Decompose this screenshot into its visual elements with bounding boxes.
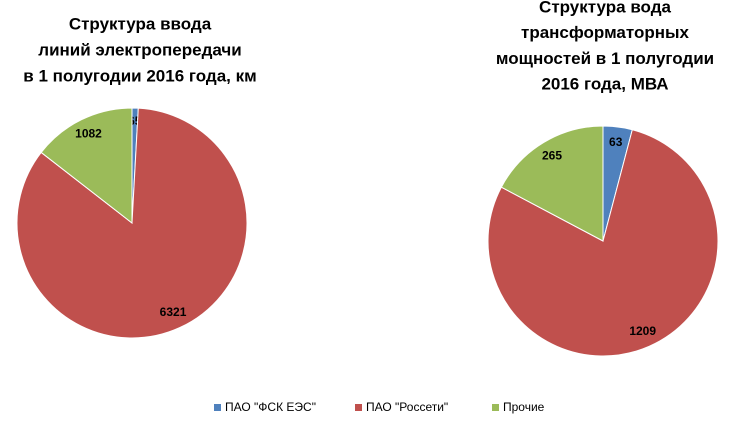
legend-swatch <box>492 404 499 411</box>
chart-title: в 1 полугодии 2016 года, км <box>23 66 256 85</box>
legend-label: Прочие <box>503 400 545 414</box>
chart-title: линий электропередачи <box>38 40 241 59</box>
chart-title: 2016 года, МВА <box>541 75 668 94</box>
data-label: 1209 <box>629 324 656 338</box>
legend-swatch <box>355 404 362 411</box>
legend-swatch <box>214 404 221 411</box>
legend-label: ПАО "Россети" <box>366 400 448 414</box>
data-label: 63 <box>609 135 623 149</box>
chart-title: Структура ввода <box>69 14 212 33</box>
data-label: 1082 <box>75 126 102 140</box>
pie-slice <box>487 129 719 357</box>
pie-slice <box>500 125 604 242</box>
chart-title: мощностей в 1 полугодии <box>496 49 714 68</box>
chart-title: трансформаторных <box>521 23 690 42</box>
data-label: 6321 <box>160 305 187 319</box>
pie-slice <box>40 107 133 225</box>
data-label: 265 <box>542 148 562 162</box>
chart-title: Структура вода <box>539 0 671 16</box>
legend-label: ПАО "ФСК ЕЭС" <box>225 400 316 414</box>
